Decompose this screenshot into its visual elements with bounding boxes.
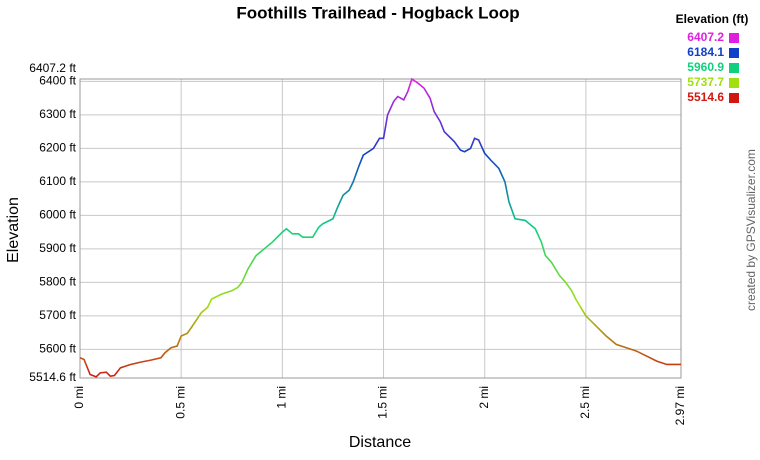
legend-swatch (729, 48, 739, 58)
x-tick-label: 0 mi (72, 386, 86, 409)
x-tick-label: 0.5 mi (173, 386, 187, 419)
credit: created by GPSVisualizer.com (744, 149, 758, 311)
y-tick-label: 5600 ft (39, 342, 76, 356)
legend-swatch (729, 33, 739, 43)
chart-title: Foothills Trailhead - Hogback Loop (236, 3, 519, 22)
y-tick-label: 6000 ft (39, 208, 76, 222)
y-tick-label: 5700 ft (39, 308, 76, 322)
y-tick-label: 6400 ft (39, 74, 76, 88)
elevation-line (79, 77, 681, 378)
legend-label: 5960.9 (687, 60, 724, 74)
y-tick-label: 5900 ft (39, 241, 76, 255)
y-tick-label: 6300 ft (39, 107, 76, 121)
legend-label: 6407.2 (687, 30, 724, 44)
x-tick-label: 2.97 mi (673, 386, 687, 425)
legend-swatch (729, 93, 739, 103)
legend-swatch (729, 63, 739, 73)
y-tick-label: 6200 ft (39, 141, 76, 155)
x-tick-label: 1 mi (275, 386, 289, 409)
plot-frame (79, 78, 682, 379)
legend-label: 5737.7 (687, 75, 724, 89)
x-tick-label: 2 mi (477, 386, 491, 409)
legend-title: Elevation (ft) (676, 12, 749, 26)
y-tick-label: 6100 ft (39, 174, 76, 188)
x-tick-label: 2.5 mi (578, 386, 592, 419)
y-tick-label: 6407.2 ft (29, 61, 76, 75)
y-tick-label: 5800 ft (39, 275, 76, 289)
legend-label: 6184.1 (687, 45, 724, 59)
x-tick-label: 1.5 mi (376, 386, 390, 419)
legend-label: 5514.6 (687, 90, 724, 104)
x-axis-title: Distance (349, 434, 411, 451)
y-axis-title: Elevation (5, 197, 22, 263)
legend-swatch (729, 78, 739, 88)
y-tick-label: 5514.6 ft (29, 370, 76, 384)
